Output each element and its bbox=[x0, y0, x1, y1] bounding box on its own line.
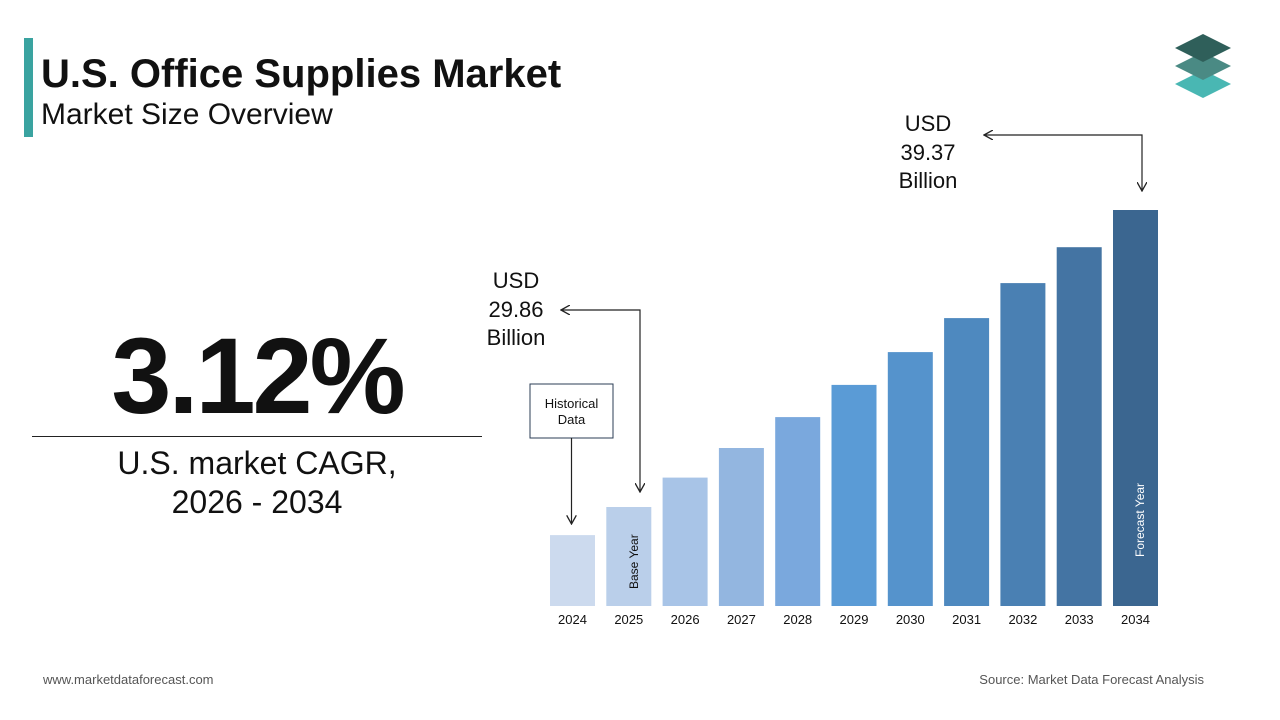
bar-2027 bbox=[718, 448, 764, 606]
start-value-arrow bbox=[561, 310, 640, 492]
x-tick-label-2031: 2031 bbox=[952, 612, 981, 627]
x-tick-label-2033: 2033 bbox=[1065, 612, 1094, 627]
cagr-value: 3.12% bbox=[111, 315, 405, 436]
base-year-label: Base Year bbox=[627, 534, 641, 589]
source-note: Source: Market Data Forecast Analysis bbox=[979, 672, 1204, 687]
end-value-annotation: USD 39.37 Billion bbox=[899, 111, 958, 193]
bar-2033 bbox=[1056, 247, 1102, 606]
logo-layer-bottom bbox=[1175, 70, 1231, 98]
end-value-line-3: Billion bbox=[899, 168, 958, 193]
x-tick-label-2034: 2034 bbox=[1121, 612, 1150, 627]
x-tick-label-2026: 2026 bbox=[671, 612, 700, 627]
bar-2024 bbox=[550, 535, 595, 606]
start-value-line-2: 29.86 bbox=[488, 297, 543, 322]
bar-2025 bbox=[606, 507, 652, 606]
historical-data-box bbox=[529, 383, 614, 439]
cagr-label-line-2: 2026 - 2034 bbox=[171, 484, 343, 520]
page-title: U.S. Office Supplies Market bbox=[41, 52, 562, 96]
cagr-divider bbox=[32, 436, 482, 437]
end-value-arrow bbox=[984, 135, 1142, 191]
start-value-annotation: USD 29.86 Billion bbox=[487, 268, 546, 350]
page-subtitle: Market Size Overview bbox=[41, 98, 333, 131]
x-tick-label-2032: 2032 bbox=[1008, 612, 1037, 627]
end-value-line-1: USD bbox=[905, 111, 951, 136]
historical-data-line-1: Historical bbox=[545, 396, 599, 411]
x-tick-label-2027: 2027 bbox=[727, 612, 756, 627]
historical-data-line-2: Data bbox=[558, 412, 586, 427]
end-value-line-2: 39.37 bbox=[900, 140, 955, 165]
bar-2029 bbox=[831, 384, 877, 606]
logo-layer-top bbox=[1175, 34, 1231, 62]
logo-layer-middle bbox=[1175, 52, 1231, 80]
cagr-label-line-1: U.S. market CAGR, bbox=[117, 445, 397, 481]
cagr-label: U.S. market CAGR, 2026 - 2034 bbox=[32, 444, 482, 522]
x-tick-label-2030: 2030 bbox=[896, 612, 925, 627]
forecast-year-label: Forecast Year bbox=[1133, 483, 1147, 557]
x-tick-label-2024: 2024 bbox=[558, 612, 587, 627]
bar-2028 bbox=[775, 417, 821, 606]
x-tick-label-2028: 2028 bbox=[783, 612, 812, 627]
bar-2032 bbox=[1000, 283, 1046, 606]
bar-2031 bbox=[944, 318, 990, 606]
title-accent-bar bbox=[24, 38, 33, 137]
x-tick-label-2025: 2025 bbox=[614, 612, 643, 627]
start-value-line-1: USD bbox=[493, 268, 539, 293]
start-value-line-3: Billion bbox=[487, 325, 546, 350]
bar-2030 bbox=[887, 352, 933, 606]
bar-2026 bbox=[662, 477, 708, 606]
website-link[interactable]: www.marketdataforecast.com bbox=[43, 672, 214, 687]
bar-2034 bbox=[1113, 210, 1158, 606]
stacked-layers-logo-icon bbox=[1175, 34, 1231, 98]
x-tick-label-2029: 2029 bbox=[840, 612, 869, 627]
